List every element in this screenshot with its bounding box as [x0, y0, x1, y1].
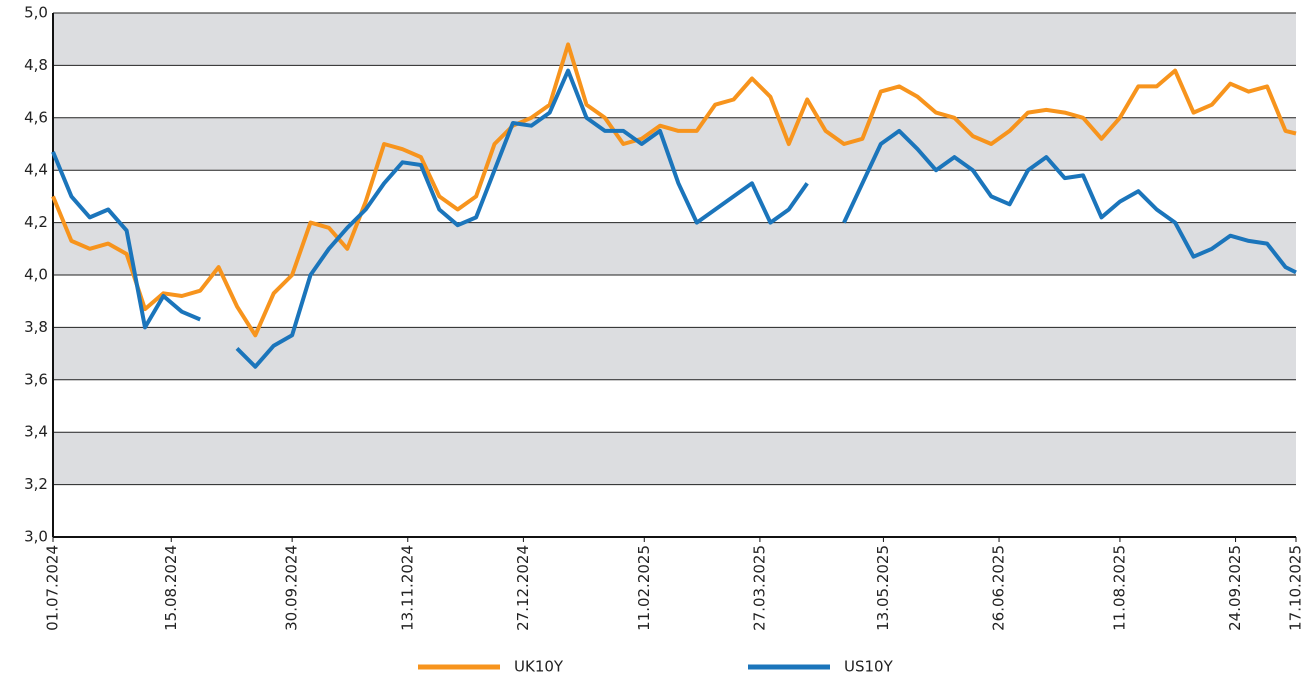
y-tick-label: 5,0 — [24, 4, 48, 22]
x-tick-label: 27.03.2025 — [750, 545, 768, 631]
line-series — [51, 68, 1297, 369]
x-tick-label: 24.09.2025 — [1226, 545, 1244, 631]
y-tick-label: 4,4 — [24, 161, 48, 179]
x-tick-label: 17.10.2025 — [1287, 545, 1304, 631]
x-tick-label: 26.06.2025 — [990, 545, 1008, 631]
band — [53, 117, 1296, 171]
x-tick-label: 30.09.2024 — [283, 545, 301, 631]
y-tick-label: 3,8 — [24, 318, 48, 336]
band — [53, 327, 1296, 380]
y-tick-label: 3,6 — [24, 370, 48, 388]
band — [53, 432, 1296, 485]
x-tick-label: 27.12.2024 — [514, 545, 532, 631]
y-tick-label: 4,0 — [24, 266, 48, 284]
x-tick-label: 13.05.2025 — [874, 545, 892, 631]
line-series — [51, 42, 1297, 338]
x-tick-label: 11.08.2025 — [1110, 545, 1128, 631]
x-tick-label: 01.07.2024 — [44, 545, 62, 631]
y-tick-label: 3,0 — [24, 528, 48, 546]
y-tick-label: 4,2 — [24, 213, 48, 231]
y-tick-label: 3,2 — [24, 475, 48, 493]
legend-label: UK10Y — [514, 658, 564, 676]
x-tick-label: 13.11.2024 — [398, 545, 416, 631]
y-tick-label: 4,8 — [24, 56, 48, 74]
band — [53, 222, 1296, 275]
y-tick-label: 3,4 — [24, 423, 48, 441]
band — [53, 13, 1296, 66]
legend-label: US10Y — [844, 658, 894, 676]
x-tick-label: 15.08.2024 — [162, 545, 180, 631]
x-tick-label: 11.02.2025 — [635, 545, 653, 631]
y-tick-label: 4,6 — [24, 108, 48, 126]
